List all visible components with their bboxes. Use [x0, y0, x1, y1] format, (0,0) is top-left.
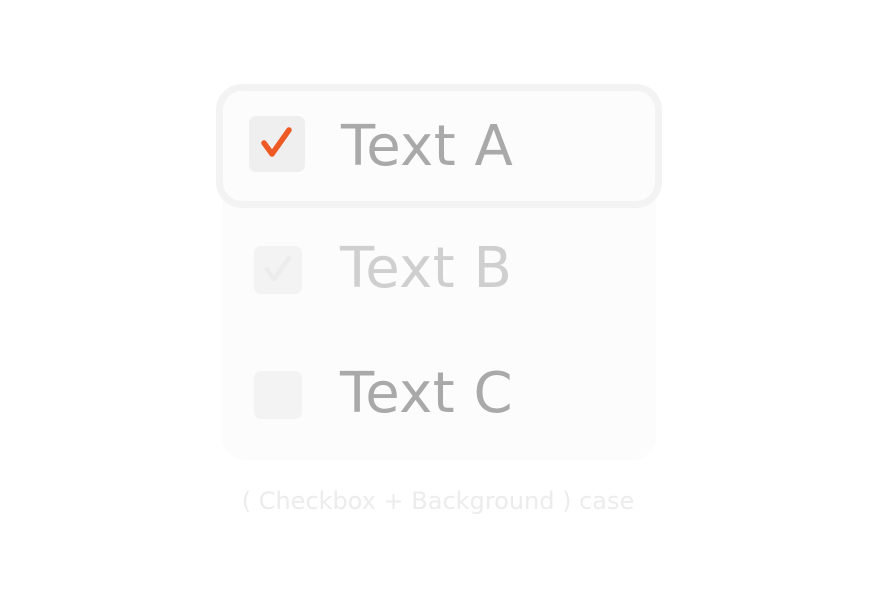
checkbox-row-text-c[interactable]: Text C: [222, 338, 656, 448]
checkbox-b: [254, 246, 302, 294]
checkbox-row-text-b: Text B: [222, 213, 656, 323]
checkmark-icon: [261, 127, 292, 157]
checkbox-label-a: Text A: [341, 114, 514, 179]
checkbox-row-text-a[interactable]: Text A: [216, 84, 662, 208]
checkbox-label-c: Text C: [340, 361, 514, 426]
checkmark-icon: [264, 255, 292, 282]
checkbox-a[interactable]: [249, 116, 305, 172]
checkbox-label-b: Text B: [340, 236, 513, 301]
case-caption: ( Checkbox + Background ) case: [241, 487, 635, 515]
checkbox-c[interactable]: [254, 371, 302, 419]
